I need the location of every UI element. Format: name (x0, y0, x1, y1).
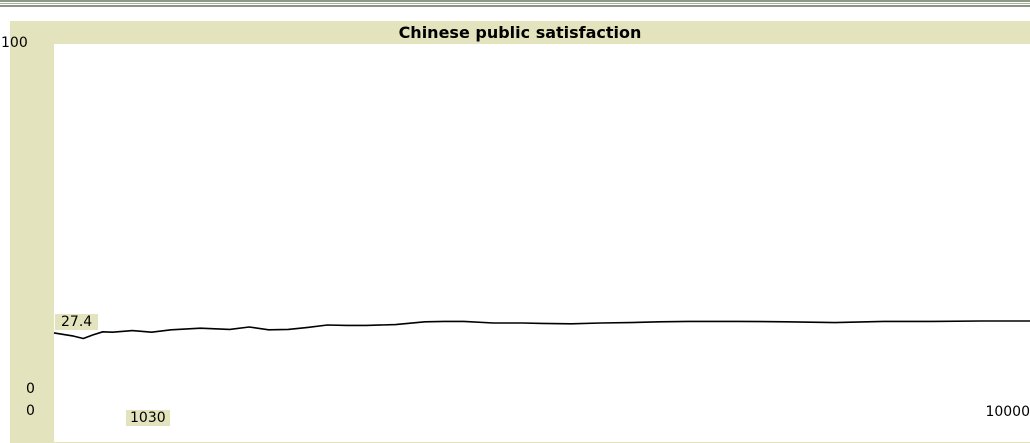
y-axis-max-label: 100 (1, 35, 28, 51)
current-y-value-label: 27.4 (55, 314, 99, 330)
x-axis-min-label: 0 (26, 403, 35, 419)
x-axis-max-label: 10000 (985, 404, 1030, 420)
chart-title: Chinese public satisfaction (398, 23, 642, 42)
header-rule-middle (0, 3, 1030, 4)
plot-widget: Chinese public satisfaction 27.4 1030 (10, 21, 1030, 443)
header-rule-bottom (0, 5, 1030, 7)
y-axis-min-label: 0 (26, 381, 35, 397)
series-line-0 (53, 320, 1030, 340)
plot-area (53, 44, 1030, 442)
chart-svg (53, 320, 1030, 340)
header-rule-top (0, 0, 1030, 2)
current-x-value-label: 1030 (126, 410, 170, 426)
